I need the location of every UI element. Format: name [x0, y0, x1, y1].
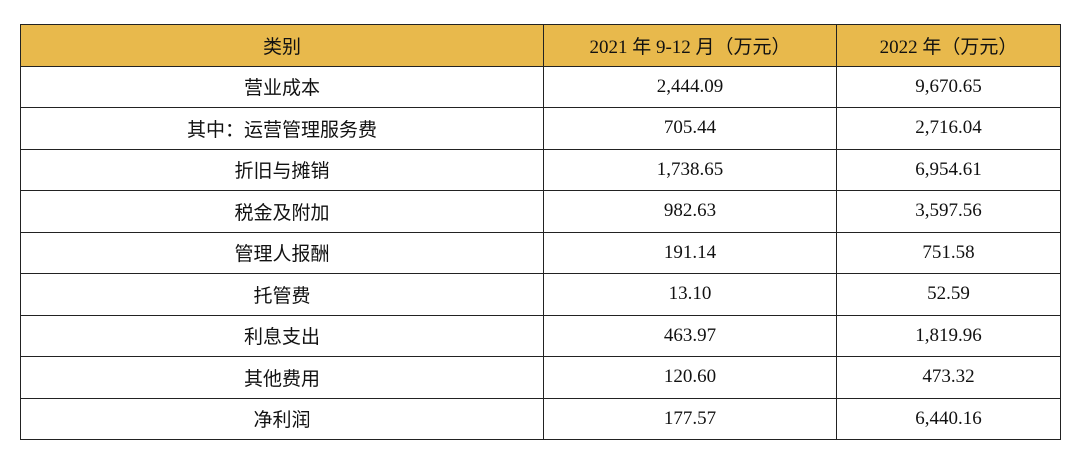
value-cell: 473.32: [836, 356, 1061, 399]
value-cell: 982.63: [543, 190, 837, 233]
value-cell: 6,954.61: [836, 148, 1061, 191]
category-cell: 净利润: [20, 397, 544, 440]
table-row: 税金及附加 982.63 3,597.56: [20, 190, 1061, 233]
table-row: 其中：运营管理服务费 705.44 2,716.04: [20, 107, 1061, 150]
category-cell: 其他费用: [20, 356, 544, 399]
category-cell: 其中：运营管理服务费: [20, 107, 544, 150]
value-cell: 13.10: [543, 273, 837, 316]
header-cell: 2021 年 9-12 月（万元）: [543, 24, 837, 67]
table-row: 管理人报酬 191.14 751.58: [20, 231, 1061, 274]
value-cell: 52.59: [836, 273, 1061, 316]
table-row: 营业成本 2,444.09 9,670.65: [20, 65, 1061, 108]
value-cell: 751.58: [836, 231, 1061, 274]
value-cell: 705.44: [543, 107, 837, 150]
value-cell: 2,444.09: [543, 65, 837, 108]
value-cell: 2,716.04: [836, 107, 1061, 150]
value-cell: 120.60: [543, 356, 837, 399]
value-cell: 1,738.65: [543, 148, 837, 191]
value-cell: 177.57: [543, 397, 837, 440]
category-cell: 管理人报酬: [20, 231, 544, 274]
value-cell: 463.97: [543, 314, 837, 357]
value-cell: 3,597.56: [836, 190, 1061, 233]
table-body: 营业成本 2,444.09 9,670.65 其中：运营管理服务费 705.44 2,71…: [20, 65, 1061, 440]
table-row: 折旧与摊销 1,738.65 6,954.61: [20, 148, 1061, 191]
table-row: 利息支出 463.97 1,819.96: [20, 314, 1061, 357]
header-cell: 2022 年（万元）: [836, 24, 1061, 67]
value-cell: 6,440.16: [836, 397, 1061, 440]
category-cell: 利息支出: [20, 314, 544, 357]
value-cell: 1,819.96: [836, 314, 1061, 357]
cost-table: 类别 2021 年 9-12 月（万元） 2022 年（万元） 营业成本 2,444.…: [20, 24, 1061, 440]
value-cell: 9,670.65: [836, 65, 1061, 108]
category-cell: 营业成本: [20, 65, 544, 108]
category-cell: 税金及附加: [20, 190, 544, 233]
category-cell: 折旧与摊销: [20, 148, 544, 191]
header-cell: 类别: [20, 24, 544, 67]
table-row: 净利润 177.57 6,440.16: [20, 397, 1061, 440]
header-row: 类别 2021 年 9-12 月（万元） 2022 年（万元）: [20, 24, 1061, 67]
value-cell: 191.14: [543, 231, 837, 274]
category-cell: 托管费: [20, 273, 544, 316]
table-row: 其他费用 120.60 473.32: [20, 356, 1061, 399]
table-row: 托管费 13.10 52.59: [20, 273, 1061, 316]
